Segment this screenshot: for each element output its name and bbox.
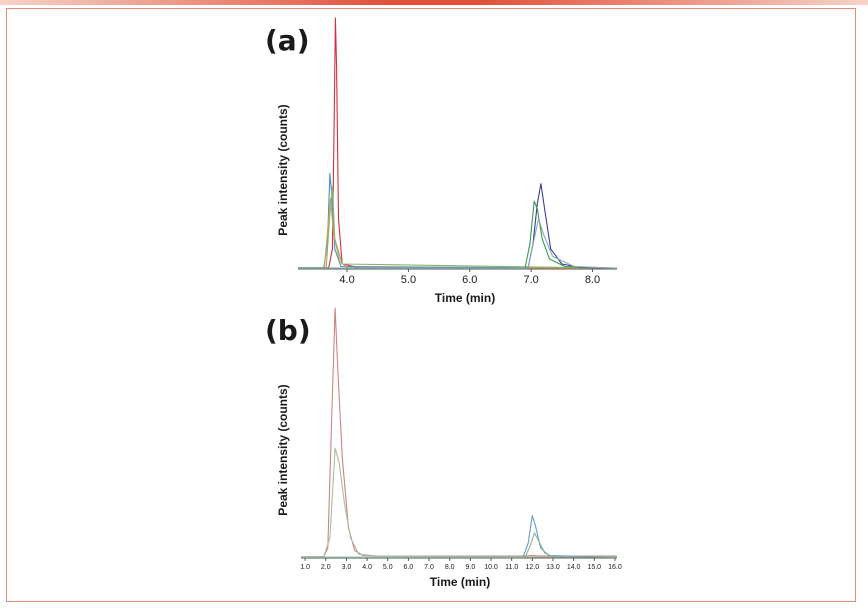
panel-b-x-tick-label: 14.0 — [567, 564, 581, 571]
figure-frame — [6, 8, 856, 602]
panel-a-series-line-3 — [298, 198, 618, 269]
panel-a-x-axis-title: Time (min) — [435, 291, 495, 305]
panel-b-series-line-2 — [301, 447, 617, 558]
panel-b-x-tick-label: 10.0 — [484, 564, 498, 571]
panel-b: (b) Peak intensity (counts) Time (min) 1… — [265, 307, 622, 589]
panel-b-x-tick-label: 15.0 — [587, 564, 601, 571]
panel-b-x-tick-label: 11.0 — [505, 564, 518, 571]
panel-b-x-axis-title: Time (min) — [430, 575, 490, 589]
panel-a-series-line-4 — [298, 185, 618, 269]
panel-b-label: (b) — [265, 314, 311, 347]
panel-b-x-tick-label: 1.0 — [300, 564, 310, 571]
panel-b-x-tick-label: 16.0 — [608, 564, 622, 571]
panel-b-x-tick-label: 9.0 — [465, 564, 475, 571]
panel-a-series-line-5 — [298, 183, 618, 269]
panel-b-series-line-1 — [301, 307, 617, 558]
top-accent-bar — [0, 0, 868, 5]
panel-b-x-tick-label: 13.0 — [546, 564, 560, 571]
panel-a-x-tick-label: 6.0 — [462, 274, 477, 286]
panel-a-series-line-6 — [298, 200, 618, 269]
panel-b-x-tick-label: 5.0 — [383, 564, 393, 571]
panel-a-x-tick-label: 4.0 — [339, 274, 354, 286]
panel-a-y-axis-title: Peak intensity (counts) — [276, 104, 290, 235]
panel-b-x-tick-label: 2.0 — [321, 564, 331, 571]
panel-b-x-tick-label: 6.0 — [404, 564, 414, 571]
panel-b-x-tick-label: 3.0 — [342, 564, 352, 571]
panel-a-x-tick-label: 7.0 — [523, 274, 538, 286]
panel-b-x-ticks: 1.0 2.0 3.0 4.0 5.0 6.0 7.0 8.0 9.0 10.0 11.0 12.0 1… — [300, 558, 622, 571]
panel-b-y-axis-title: Peak intensity (counts) — [276, 384, 290, 515]
panel-b-series-line-4 — [301, 532, 618, 558]
panel-a-series-line-1 — [298, 17, 618, 269]
panel-b-x-tick-label: 8.0 — [445, 564, 455, 571]
panel-a-label: (a) — [265, 24, 310, 57]
panel-b-x-tick-label: 4.0 — [362, 564, 372, 571]
panel-a: (a) Peak intensity (counts) Time (min) 4… — [265, 17, 618, 305]
panel-a-series — [298, 17, 618, 269]
panel-b-x-tick-label: 12.0 — [526, 564, 540, 571]
panel-a-series-line-7 — [298, 218, 618, 269]
panel-b-series — [301, 307, 618, 558]
panel-a-x-ticks: 4.0 5.0 6.0 7.0 8.0 — [339, 269, 600, 286]
panel-b-x-tick-label: 7.0 — [424, 564, 434, 571]
panel-a-x-tick-label: 8.0 — [585, 274, 600, 286]
panel-a-series-line-2 — [298, 173, 618, 269]
panel-a-x-tick-label: 5.0 — [401, 274, 416, 286]
